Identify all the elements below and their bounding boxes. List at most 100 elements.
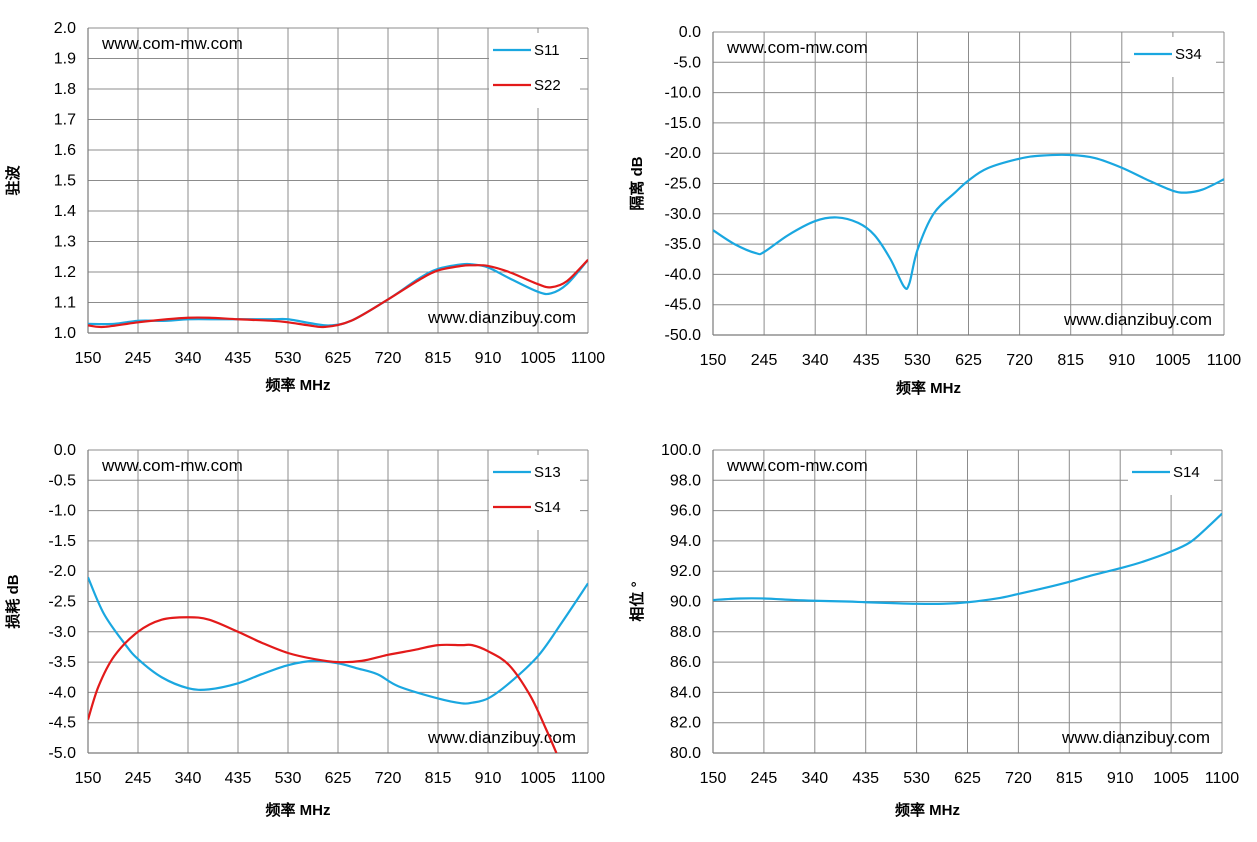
- y-tick-label: -30.0: [665, 206, 702, 223]
- x-tick-label: 720: [375, 350, 402, 367]
- x-tick-label: 435: [852, 770, 879, 787]
- x-tick-label: 530: [904, 352, 931, 369]
- x-tick-label: 1100: [1207, 352, 1242, 369]
- y-tick-label: 1.7: [54, 112, 76, 129]
- x-tick-label: 1005: [520, 770, 556, 787]
- x-tick-label: 150: [700, 770, 727, 787]
- y-tick-label: -20.0: [665, 145, 702, 162]
- y-tick-label: -0.5: [48, 472, 76, 489]
- x-tick-label: 1005: [520, 350, 556, 367]
- y-tick-label: 1.0: [54, 325, 76, 342]
- x-tick-label: 625: [954, 770, 981, 787]
- y-tick-label: 94.0: [670, 533, 701, 550]
- legend-label: S14: [534, 499, 561, 516]
- x-tick-label: 340: [801, 770, 828, 787]
- y-tick-label: 1.1: [54, 295, 76, 312]
- y-tick-label: 1.3: [54, 234, 76, 251]
- legend-background: [1128, 455, 1214, 495]
- x-tick-label: 245: [751, 770, 778, 787]
- y-tick-label: -5.0: [48, 745, 76, 762]
- y-axis-title: 隔离 dB: [628, 156, 646, 210]
- x-tick-label: 530: [275, 770, 302, 787]
- y-tick-label: -35.0: [665, 236, 702, 253]
- y-tick-label: 1.4: [54, 203, 76, 220]
- legend-background: [489, 455, 580, 530]
- x-tick-label: 245: [125, 350, 152, 367]
- watermark-bottom: www.dianzibuy.com: [1061, 728, 1210, 747]
- x-axis-title: 频率 MHz: [266, 801, 331, 819]
- y-tick-label: -40.0: [665, 266, 702, 283]
- y-tick-label: 1.6: [54, 142, 76, 159]
- y-tick-label: 92.0: [670, 563, 701, 580]
- watermark-top: www.com-mw.com: [726, 456, 868, 475]
- y-axis-title: 相位 °: [628, 581, 646, 621]
- y-tick-label: -2.5: [48, 594, 76, 611]
- x-tick-label: 340: [175, 770, 202, 787]
- x-tick-label: 1005: [1153, 770, 1189, 787]
- x-tick-label: 1100: [571, 770, 606, 787]
- y-tick-label: 1.5: [54, 173, 76, 190]
- x-tick-label: 625: [325, 770, 352, 787]
- y-tick-label: 0.0: [679, 24, 701, 41]
- y-tick-label: 1.9: [54, 51, 76, 68]
- y-tick-label: -3.0: [48, 624, 76, 641]
- x-tick-label: 1100: [1205, 770, 1240, 787]
- y-tick-label: -45.0: [665, 297, 702, 314]
- x-tick-label: 910: [1107, 770, 1134, 787]
- watermark-bottom: www.dianzibuy.com: [1063, 310, 1212, 329]
- watermark-bottom: www.dianzibuy.com: [427, 728, 576, 747]
- x-tick-label: 625: [955, 352, 982, 369]
- x-tick-label: 720: [1006, 352, 1033, 369]
- legend-label: S34: [1175, 46, 1202, 63]
- x-tick-label: 530: [903, 770, 930, 787]
- y-tick-label: -25.0: [665, 176, 702, 193]
- y-tick-label: -10.0: [665, 85, 702, 102]
- y-tick-label: 82.0: [670, 715, 701, 732]
- legend-label: S11: [534, 42, 560, 59]
- y-tick-label: 96.0: [670, 503, 701, 520]
- legend-background: [489, 33, 580, 108]
- x-tick-label: 910: [475, 770, 502, 787]
- legend-background: [1130, 37, 1216, 77]
- series-line-s14: [713, 512, 1222, 606]
- chart-3: -5.0 -4.5 -4.0 -3.5 -3.0 -2.5 -2.0 -1.5 -1.0 -0.5…: [4, 442, 605, 819]
- watermark-bottom: www.dianzibuy.com: [427, 308, 576, 327]
- x-axis-title: 频率 MHz: [896, 379, 961, 397]
- x-axis-title: 频率 MHz: [895, 801, 960, 819]
- y-tick-label: 0.0: [54, 442, 76, 459]
- x-tick-label: 530: [275, 350, 302, 367]
- x-tick-label: 340: [175, 350, 202, 367]
- y-tick-label: 90.0: [670, 594, 701, 611]
- x-tick-label: 720: [375, 770, 402, 787]
- x-tick-label: 625: [325, 350, 352, 367]
- chart-2: -50.0 -45.0 -40.0 -35.0 -30.0 -25.0 -20.0 -15.0…: [628, 24, 1241, 397]
- x-tick-label: 150: [75, 770, 102, 787]
- x-tick-label: 815: [1057, 352, 1084, 369]
- watermark-top: www.com-mw.com: [101, 456, 243, 475]
- y-axis-title: 驻波: [4, 165, 22, 196]
- legend-label: S22: [534, 77, 561, 94]
- y-tick-label: 80.0: [670, 745, 701, 762]
- x-tick-label: 1100: [571, 350, 606, 367]
- y-tick-label: 1.2: [54, 264, 76, 281]
- y-tick-label: -5.0: [673, 54, 701, 71]
- y-tick-label: -1.5: [48, 533, 76, 550]
- y-tick-label: 100.0: [661, 442, 701, 459]
- y-tick-label: 1.8: [54, 81, 76, 98]
- x-tick-label: 815: [425, 350, 452, 367]
- chart-1: 1.0 1.1 1.2 1.3 1.4 1.5 1.6 1.7 1.8 1.9 2.0 150 245 3…: [4, 20, 605, 394]
- y-tick-label: 2.0: [54, 20, 76, 37]
- x-tick-label: 245: [125, 770, 152, 787]
- x-tick-label: 150: [700, 352, 727, 369]
- x-tick-label: 1005: [1155, 352, 1191, 369]
- x-tick-label: 815: [1056, 770, 1083, 787]
- y-tick-label: -2.0: [48, 563, 76, 580]
- legend-label: S14: [1173, 464, 1200, 481]
- y-tick-label: -1.0: [48, 503, 76, 520]
- y-tick-label: -3.5: [48, 654, 76, 671]
- y-axis-title: 损耗 dB: [4, 574, 22, 628]
- y-tick-label: 88.0: [670, 624, 701, 641]
- series-line-s13: [88, 576, 588, 705]
